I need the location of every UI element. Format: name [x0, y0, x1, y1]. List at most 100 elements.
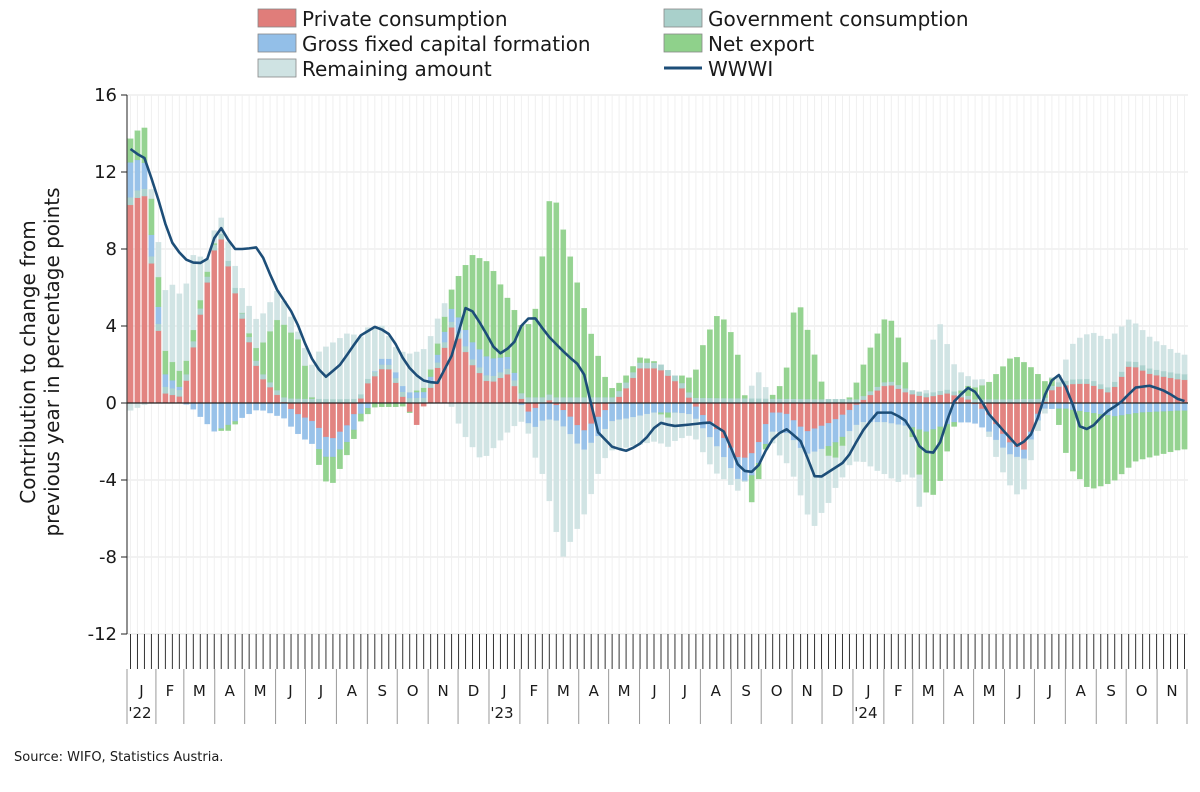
bar-gfcf [1083, 402, 1090, 413]
bar-remaining [595, 436, 601, 474]
bar-government [672, 375, 678, 382]
bar-government [134, 190, 141, 198]
bar-gfcf [413, 391, 420, 399]
x-month-label: A [711, 682, 722, 700]
bar-gfcf [399, 385, 406, 392]
bar-private [469, 364, 476, 404]
bar-remaining [644, 413, 650, 444]
bar-private [944, 393, 950, 404]
bar-remaining [741, 480, 748, 482]
bar-government [490, 375, 497, 382]
bar-remaining [748, 385, 755, 399]
bar-remaining [860, 422, 867, 462]
bar-netexport [267, 331, 273, 383]
bar-gfcf [1063, 402, 1069, 410]
bar-netexport [783, 367, 790, 399]
bar-gfcf [323, 436, 329, 458]
bar-remaining [162, 290, 169, 351]
bar-gfcf [385, 358, 392, 365]
bar-government [378, 364, 385, 370]
bar-government [714, 397, 720, 404]
bar-government [169, 388, 176, 396]
bar-gfcf [630, 402, 636, 418]
bar-remaining [762, 387, 769, 399]
x-month-label: A [225, 682, 236, 700]
bar-government [239, 313, 245, 319]
bar-netexport [560, 229, 567, 398]
bar-government [462, 346, 469, 353]
bar-netexport [902, 362, 909, 389]
bar-gfcf [839, 414, 846, 438]
bar-gfcf [930, 402, 937, 430]
stacked-bars [127, 127, 1188, 557]
bar-remaining [1063, 359, 1069, 381]
legend-label-remaining: Remaining amount [302, 57, 492, 81]
bar-government [965, 395, 971, 400]
bar-netexport [839, 436, 846, 447]
bar-government [162, 386, 169, 394]
bar-private [686, 397, 692, 404]
bar-government [546, 394, 553, 401]
y-axis-title-line: Contribution to change from [16, 220, 40, 503]
bar-gfcf [504, 356, 511, 369]
x-month-label: F [894, 682, 903, 700]
bar-gfcf [825, 423, 832, 447]
bar-gfcf [581, 430, 588, 450]
bar-private [406, 402, 413, 413]
bar-government [860, 395, 867, 400]
bar-gfcf [916, 402, 923, 430]
bar-remaining [1097, 335, 1104, 385]
bar-netexport [497, 284, 504, 358]
bar-remaining [546, 419, 553, 502]
bar-government [951, 391, 957, 396]
bar-remaining [818, 448, 825, 513]
bar-remaining [665, 417, 671, 447]
bar-netexport [1083, 412, 1090, 487]
bar-gfcf [295, 414, 301, 435]
bar-gfcf [267, 402, 273, 414]
bar-gfcf [448, 308, 455, 322]
bar-government [1021, 398, 1027, 404]
bar-netexport [1014, 357, 1020, 400]
bar-government [288, 398, 294, 404]
bar-private [511, 385, 518, 404]
bar-gfcf [288, 408, 294, 427]
bar-gfcf [1118, 402, 1125, 416]
bar-private [476, 372, 483, 404]
bar-private [427, 387, 434, 404]
bar-government [406, 397, 413, 404]
y-axis-title-text: Contribution to change fromprevious year… [16, 187, 64, 536]
bar-remaining [190, 255, 197, 331]
bar-gfcf [211, 402, 218, 432]
x-month-label: O [1136, 682, 1148, 700]
bar-netexport [1021, 362, 1027, 400]
bar-remaining [1028, 439, 1034, 461]
x-month-label: S [741, 682, 751, 700]
bar-remaining [1111, 333, 1118, 382]
bar-netexport [993, 374, 999, 400]
bar-gfcf [616, 402, 622, 420]
bar-gfcf [190, 402, 197, 410]
bar-private [581, 402, 588, 431]
bar-government [930, 392, 937, 397]
bar-gfcf [832, 419, 839, 443]
bar-gfcf [302, 417, 308, 440]
bar-government [1083, 378, 1090, 384]
bar-remaining [1160, 345, 1167, 372]
bar-netexport [825, 446, 832, 457]
bar-netexport [916, 429, 923, 475]
bar-government [253, 360, 259, 366]
bar-remaining [1167, 348, 1174, 373]
bar-government [1139, 365, 1146, 371]
bar-government [874, 386, 881, 391]
bar-remaining [888, 423, 895, 479]
bar-gfcf [260, 402, 266, 411]
bar-netexport [658, 412, 664, 415]
bar-private [679, 388, 685, 404]
bar-private [176, 396, 183, 404]
bar-government [420, 397, 427, 404]
bar-private [602, 402, 608, 411]
bar-netexport [309, 397, 315, 399]
bar-gfcf [993, 424, 999, 441]
bar-gfcf [281, 402, 287, 419]
